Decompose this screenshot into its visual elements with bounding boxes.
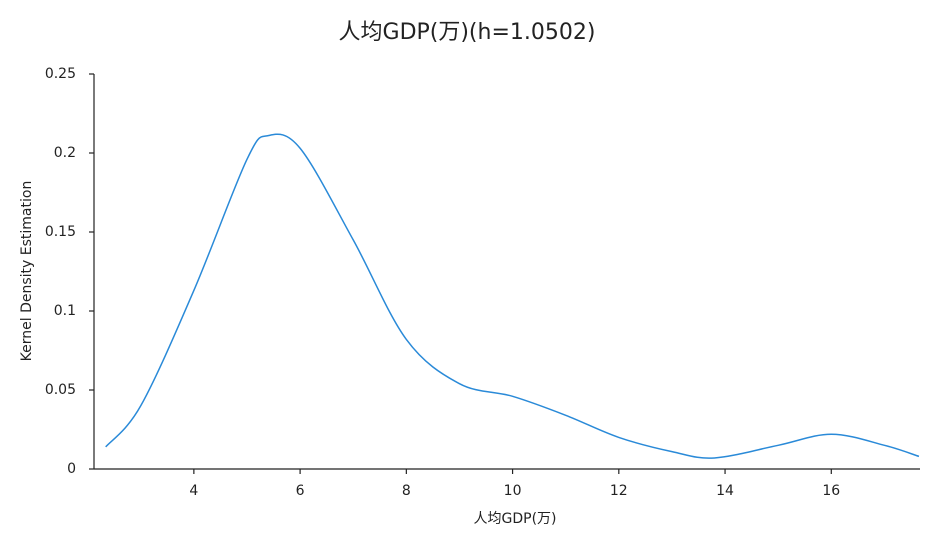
y-tick-label: 0	[67, 461, 76, 477]
y-tick-label: 0.15	[45, 224, 76, 240]
y-axis-label: Kernel Density Estimation	[19, 181, 35, 362]
x-tick-label: 12	[610, 483, 628, 499]
x-tick-label: 4	[189, 483, 198, 499]
x-tick-label: 6	[296, 483, 305, 499]
y-tick-label: 0.1	[54, 303, 76, 319]
y-tick-label: 0.25	[45, 66, 76, 82]
y-tick-label: 0.05	[45, 382, 76, 398]
x-tick-label: 8	[402, 483, 411, 499]
chart-title: 人均GDP(万)(h=1.0502)	[339, 20, 596, 45]
y-tick-label: 0.2	[54, 145, 76, 161]
kde-line	[105, 133, 920, 459]
x-tick-label: 14	[716, 483, 734, 499]
x-tick-label: 10	[504, 483, 522, 499]
x-axis-label: 人均GDP(万)	[474, 511, 557, 527]
x-tick-label: 16	[822, 483, 840, 499]
